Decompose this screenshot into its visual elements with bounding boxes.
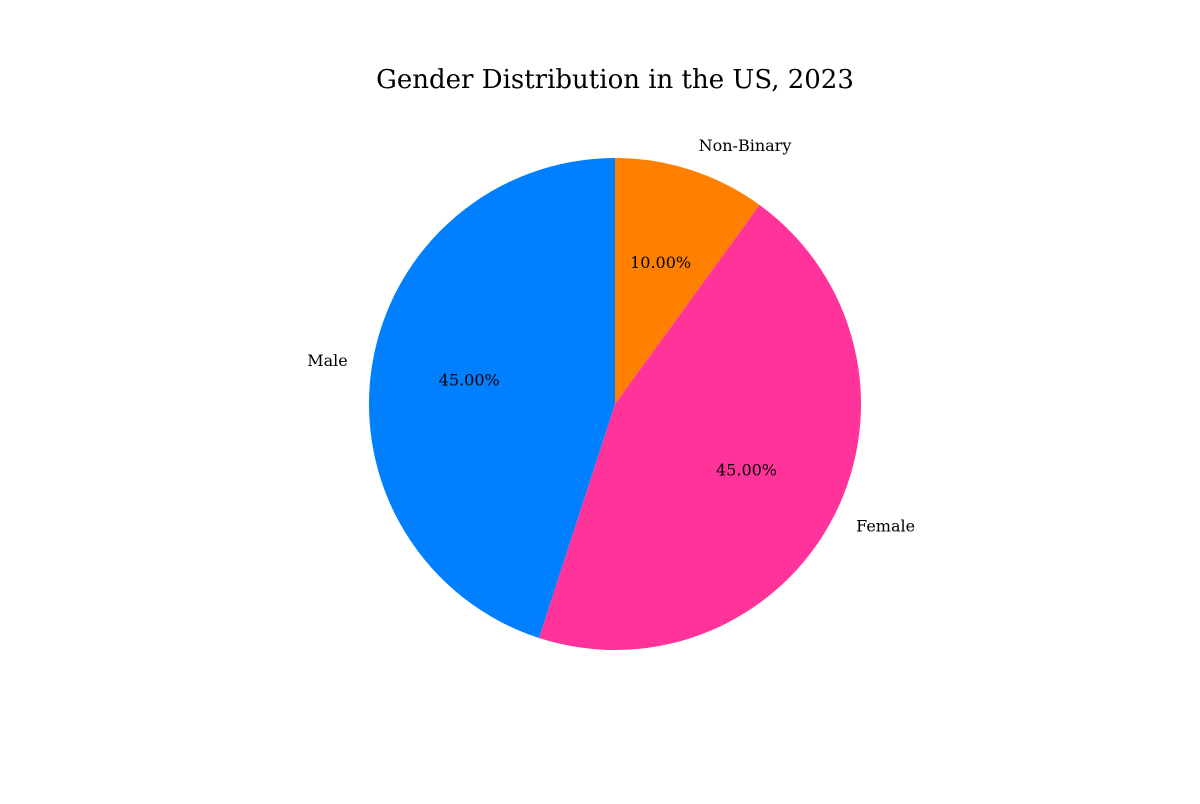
pie-value-label-male: 45.00% xyxy=(439,370,500,389)
pie-labels: Non-Binary 10.00% Female 45.00% Male 45.00% xyxy=(307,136,915,535)
pie-label-non-binary: Non-Binary xyxy=(699,136,792,155)
pie-value-label-female: 45.00% xyxy=(716,461,777,480)
pie-slice-male xyxy=(369,158,615,638)
pie-value-label-non-binary: 10.00% xyxy=(630,253,691,272)
pie-label-male: Male xyxy=(307,351,348,370)
pie-slices xyxy=(369,158,861,650)
pie-label-female: Female xyxy=(856,516,915,535)
chart-title: Gender Distribution in the US, 2023 xyxy=(376,65,854,95)
pie-slice-female xyxy=(538,204,861,650)
pie-slice-non-binary xyxy=(615,158,760,404)
